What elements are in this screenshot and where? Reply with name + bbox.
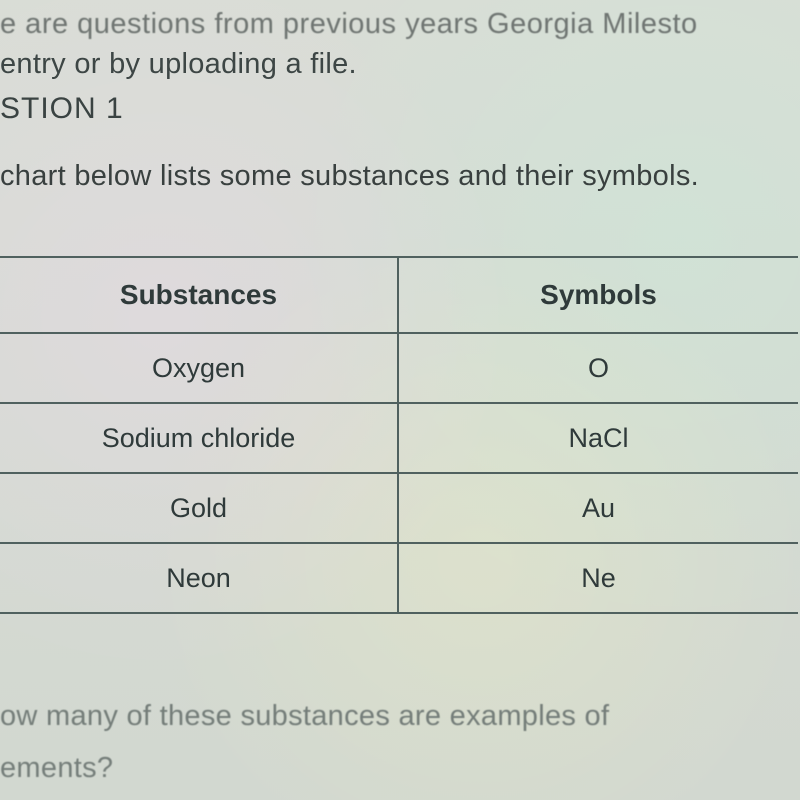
cell-symbol: Au xyxy=(398,473,798,543)
table-header-row: Substances Symbols xyxy=(0,257,798,333)
table-row: Oxygen O xyxy=(0,333,798,403)
question-line-2: ements? xyxy=(0,752,800,785)
cell-substance: Sodium chloride xyxy=(0,403,398,473)
cell-substance: Oxygen xyxy=(0,333,398,403)
col-header-symbols: Symbols xyxy=(398,257,798,333)
page-root: { "context": { "line1": "e are questions… xyxy=(0,0,800,800)
context-line-2: entry or by uploading a file. xyxy=(0,48,800,81)
col-header-substances: Substances xyxy=(0,257,398,333)
cell-symbol: Ne xyxy=(398,543,798,613)
table-row: Gold Au xyxy=(0,473,798,543)
table-row: Sodium chloride NaCl xyxy=(0,403,798,473)
cell-substance: Neon xyxy=(0,543,398,613)
context-line-1: e are questions from previous years Geor… xyxy=(0,8,800,41)
prompt-line: chart below lists some substances and th… xyxy=(0,160,800,193)
table-row: Neon Ne xyxy=(0,543,798,613)
cell-symbol: NaCl xyxy=(398,403,798,473)
cell-substance: Gold xyxy=(0,473,398,543)
question-heading: STION 1 xyxy=(0,92,800,126)
question-line-1: ow many of these substances are examples… xyxy=(0,700,800,733)
cell-symbol: O xyxy=(398,333,798,403)
substances-table: Substances Symbols Oxygen O Sodium chlor… xyxy=(0,256,798,614)
